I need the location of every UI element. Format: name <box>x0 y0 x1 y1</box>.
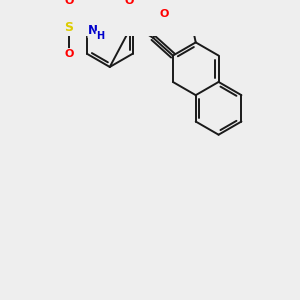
Text: O: O <box>159 9 169 19</box>
Text: O: O <box>125 0 134 6</box>
Text: O: O <box>64 0 74 6</box>
Text: S: S <box>64 21 74 34</box>
Text: O: O <box>159 9 169 19</box>
Text: N: N <box>88 24 98 38</box>
Text: H: H <box>96 31 104 41</box>
Text: O: O <box>64 49 74 59</box>
